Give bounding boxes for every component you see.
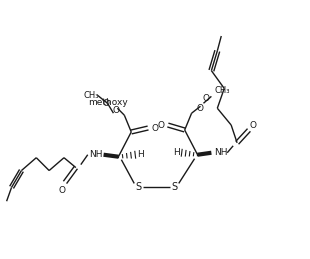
Text: S: S	[172, 182, 178, 192]
Text: H: H	[137, 150, 144, 159]
Text: O: O	[157, 120, 164, 130]
Text: O: O	[59, 186, 65, 195]
Text: NH: NH	[215, 148, 228, 157]
Text: H: H	[173, 148, 180, 157]
Text: CH₃: CH₃	[215, 86, 230, 95]
Text: methoxy: methoxy	[88, 98, 127, 107]
Text: O: O	[102, 99, 109, 108]
Text: O: O	[250, 120, 256, 130]
Text: CH₃: CH₃	[84, 91, 100, 100]
Text: O: O	[152, 124, 158, 133]
Text: NH: NH	[89, 150, 102, 159]
Text: O: O	[113, 106, 120, 115]
Text: S: S	[135, 182, 141, 192]
Text: O: O	[196, 104, 203, 113]
Text: O: O	[203, 94, 210, 103]
